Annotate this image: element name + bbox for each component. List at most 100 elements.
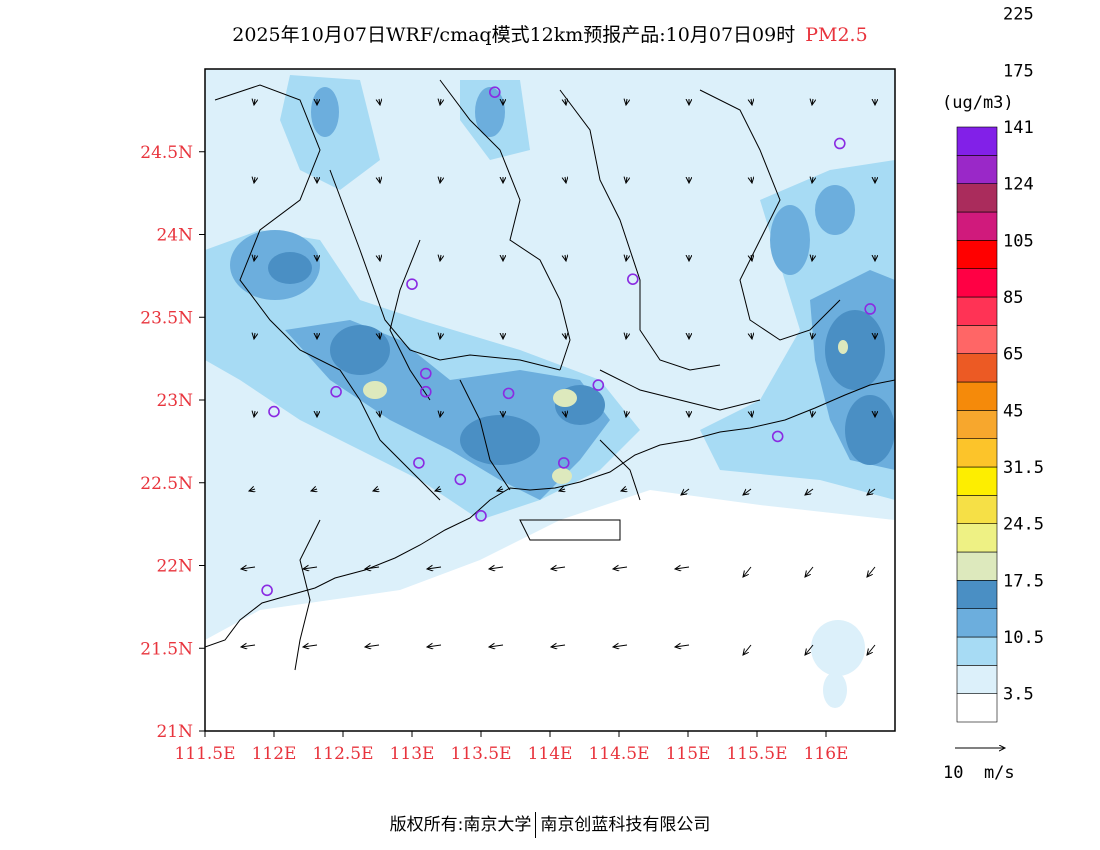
lat-label: 22.5N <box>140 474 193 494</box>
station-marker <box>406 278 418 290</box>
wind-arrow <box>751 333 752 339</box>
wind-arrow <box>440 255 441 261</box>
wind-arrow <box>440 177 441 183</box>
wind-arrow <box>565 99 566 105</box>
station-marker <box>419 367 432 380</box>
pm25-band-17-5 <box>475 87 505 137</box>
wind-arrow <box>559 489 565 491</box>
pm25-band-24-5 <box>845 395 895 465</box>
wind-arrow <box>565 255 566 261</box>
station-marker <box>268 405 280 418</box>
wind-arrow <box>254 177 255 183</box>
wind-arrow <box>812 333 813 339</box>
wind-arrow <box>751 99 752 105</box>
monitoring-stations <box>261 86 876 597</box>
legend-swatch <box>956 495 998 524</box>
wind-arrow <box>379 411 380 417</box>
wind-arrow <box>497 489 503 491</box>
wind-arrow <box>241 645 256 647</box>
wind-arrow <box>373 489 379 491</box>
pm25-band-3-5 <box>811 620 865 676</box>
pm25-band-17-5 <box>815 185 855 235</box>
wind-arrow <box>805 566 814 577</box>
lat-label: 24N <box>156 226 193 246</box>
wind-arrow <box>626 411 627 417</box>
lon-label: 112.5E <box>312 744 373 764</box>
wind-arrow <box>743 488 752 495</box>
lon-label: 116E <box>804 744 849 764</box>
lat-label: 21.5N <box>140 639 193 659</box>
wind-arrow <box>565 411 566 417</box>
legend-label: 65 <box>1003 345 1023 365</box>
wind-arrow <box>427 567 442 569</box>
station-marker <box>833 137 846 150</box>
legend-swatch <box>956 636 998 666</box>
footer: 版权所有:南京大学 南京创蓝科技有限公司 <box>0 810 1100 838</box>
wind-arrow <box>621 489 627 491</box>
wind-arrow <box>626 99 627 105</box>
wind-scale-label: 10 m/s <box>943 763 1015 783</box>
station-marker <box>413 457 425 469</box>
legend-swatch <box>956 693 998 723</box>
legend-swatch <box>956 268 998 298</box>
station-marker <box>454 473 467 486</box>
legend-label: 45 <box>1003 401 1023 421</box>
legend-label: 17.5 <box>1003 571 1044 591</box>
wind-arrow <box>365 567 380 569</box>
wind-arrow <box>805 644 814 655</box>
pm25-band-31-5 <box>553 389 577 407</box>
wind-arrow <box>805 488 814 495</box>
lat-label: 21N <box>156 722 193 742</box>
station-marker <box>475 510 487 522</box>
wind-arrow <box>743 644 752 655</box>
station-marker <box>557 457 570 469</box>
station-marker <box>626 273 639 285</box>
pm25-band-3-5 <box>823 672 847 708</box>
pm25-band-17-5 <box>770 205 810 275</box>
lat-label: 24.5N <box>140 143 193 163</box>
coastline-and-borders <box>205 79 895 671</box>
lon-label: 115.5E <box>726 744 787 764</box>
wind-arrow <box>254 99 255 105</box>
footer-separator <box>535 812 537 838</box>
legend-label: 3.5 <box>1003 685 1034 705</box>
legend-swatch <box>956 551 998 581</box>
lon-label: 115E <box>666 744 711 764</box>
legend-label: 175 <box>1003 61 1034 81</box>
wind-arrow <box>379 333 380 339</box>
station-marker <box>771 430 784 443</box>
wind-arrow <box>254 255 255 261</box>
legend-swatch <box>956 296 998 326</box>
legend-swatch <box>956 665 998 694</box>
wind-arrow <box>365 645 380 647</box>
lon-label: 113.5E <box>450 744 511 764</box>
wind-arrow <box>440 333 441 339</box>
wind-arrow <box>751 255 752 261</box>
wind-arrow <box>675 567 690 569</box>
pm25-band-24-5 <box>268 252 312 284</box>
wind-arrow <box>311 489 317 491</box>
legend-label: 105 <box>1003 231 1034 251</box>
wind-arrow <box>435 489 441 491</box>
legend-swatch <box>956 608 998 638</box>
wind-arrow <box>812 255 813 261</box>
wind-arrow <box>751 411 752 417</box>
legend-swatch <box>956 325 998 354</box>
legend-swatch <box>956 466 998 496</box>
pm25-band-24-5 <box>460 415 540 465</box>
lat-label: 23.5N <box>140 308 193 328</box>
station-marker <box>419 385 432 398</box>
legend-colorbar <box>956 126 998 723</box>
wind-arrow <box>551 645 566 647</box>
pm25-field <box>205 69 895 731</box>
wind-vectors <box>241 99 875 655</box>
pm25-band-24-5 <box>825 310 885 390</box>
legend-swatch <box>956 183 998 213</box>
wind-arrow <box>254 333 255 339</box>
wind-arrow <box>675 645 690 647</box>
station-marker <box>330 385 342 398</box>
legend-swatch <box>956 211 998 241</box>
pm25-band-31-5 <box>838 340 848 354</box>
wind-arrow <box>613 645 628 647</box>
